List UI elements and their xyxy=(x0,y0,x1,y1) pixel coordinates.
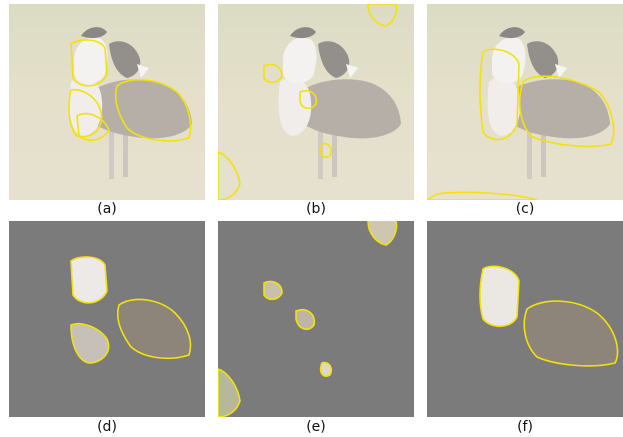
panel-a-image xyxy=(9,4,205,200)
panel-e-mask xyxy=(218,221,414,417)
caption-b: (b) xyxy=(306,201,326,217)
panel-b-image xyxy=(218,4,414,200)
panel-c-image xyxy=(427,4,623,200)
segment-outline xyxy=(218,4,398,200)
panel-d-mask xyxy=(9,221,205,417)
caption-d: (d) xyxy=(97,419,117,435)
caption-f: (f) xyxy=(517,419,533,435)
caption-a: (a) xyxy=(97,201,117,217)
segment-outline xyxy=(68,39,192,142)
panel-f-mask xyxy=(427,221,623,417)
caption-c: (c) xyxy=(515,201,535,217)
caption-e: (e) xyxy=(306,419,326,435)
segment-outline xyxy=(427,48,615,200)
